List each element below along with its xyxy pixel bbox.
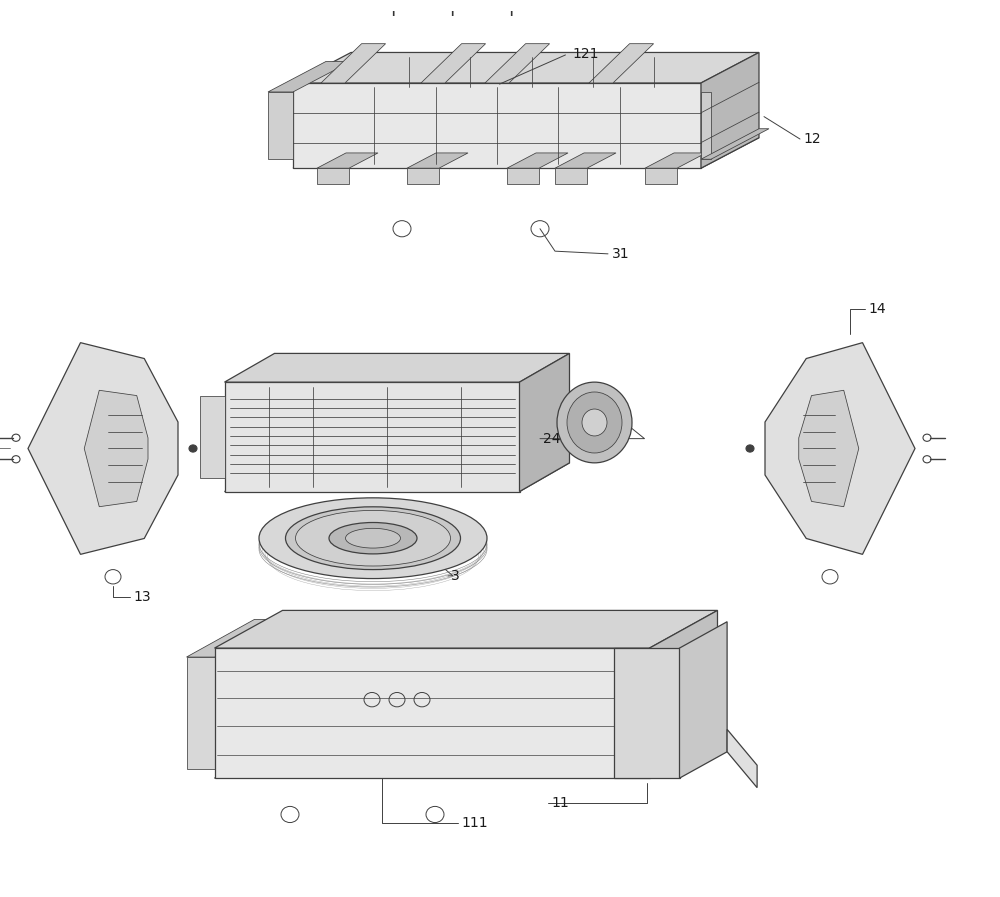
Polygon shape (701, 53, 759, 169)
Polygon shape (727, 729, 757, 788)
Ellipse shape (286, 507, 460, 570)
Polygon shape (485, 44, 550, 83)
Polygon shape (507, 152, 568, 169)
Polygon shape (645, 169, 677, 185)
Polygon shape (589, 44, 654, 83)
Text: 14: 14 (868, 301, 886, 316)
Polygon shape (224, 353, 570, 382)
Text: 31: 31 (612, 247, 630, 261)
Text: 3: 3 (451, 569, 460, 583)
Polygon shape (28, 343, 178, 554)
Ellipse shape (259, 498, 487, 579)
Polygon shape (614, 649, 680, 778)
Ellipse shape (296, 510, 450, 566)
Text: 13: 13 (133, 590, 151, 605)
Text: 111: 111 (461, 816, 488, 830)
Polygon shape (321, 44, 386, 83)
Polygon shape (268, 62, 351, 92)
Polygon shape (214, 611, 718, 649)
Polygon shape (645, 152, 706, 169)
Polygon shape (293, 53, 759, 83)
Polygon shape (293, 137, 759, 169)
Ellipse shape (557, 382, 632, 463)
Polygon shape (407, 169, 439, 185)
Polygon shape (224, 463, 570, 492)
Polygon shape (507, 169, 539, 185)
Ellipse shape (346, 528, 400, 548)
Text: 24: 24 (543, 431, 560, 446)
Circle shape (189, 445, 197, 452)
Circle shape (746, 445, 754, 452)
Ellipse shape (582, 409, 607, 436)
Polygon shape (186, 620, 283, 657)
Text: ': ' (508, 10, 514, 30)
Polygon shape (650, 611, 718, 778)
Polygon shape (317, 152, 378, 169)
Polygon shape (317, 169, 349, 185)
Polygon shape (407, 152, 468, 169)
Polygon shape (555, 169, 587, 185)
Polygon shape (268, 92, 293, 160)
Polygon shape (701, 128, 769, 160)
Ellipse shape (567, 392, 622, 453)
Text: ': ' (449, 10, 455, 30)
Text: 11: 11 (551, 797, 569, 810)
Text: ': ' (390, 10, 396, 30)
Polygon shape (555, 152, 616, 169)
Polygon shape (84, 390, 148, 507)
Polygon shape (293, 83, 701, 169)
Polygon shape (520, 353, 570, 492)
Polygon shape (680, 622, 727, 778)
Polygon shape (701, 92, 711, 160)
Ellipse shape (329, 522, 417, 553)
Text: 121: 121 (572, 47, 598, 61)
Polygon shape (186, 657, 214, 769)
Polygon shape (214, 649, 650, 778)
Polygon shape (421, 44, 486, 83)
Polygon shape (200, 396, 224, 478)
Text: 12: 12 (803, 132, 821, 146)
Polygon shape (799, 390, 859, 507)
Polygon shape (765, 343, 915, 554)
Polygon shape (214, 741, 718, 778)
Polygon shape (224, 382, 520, 492)
